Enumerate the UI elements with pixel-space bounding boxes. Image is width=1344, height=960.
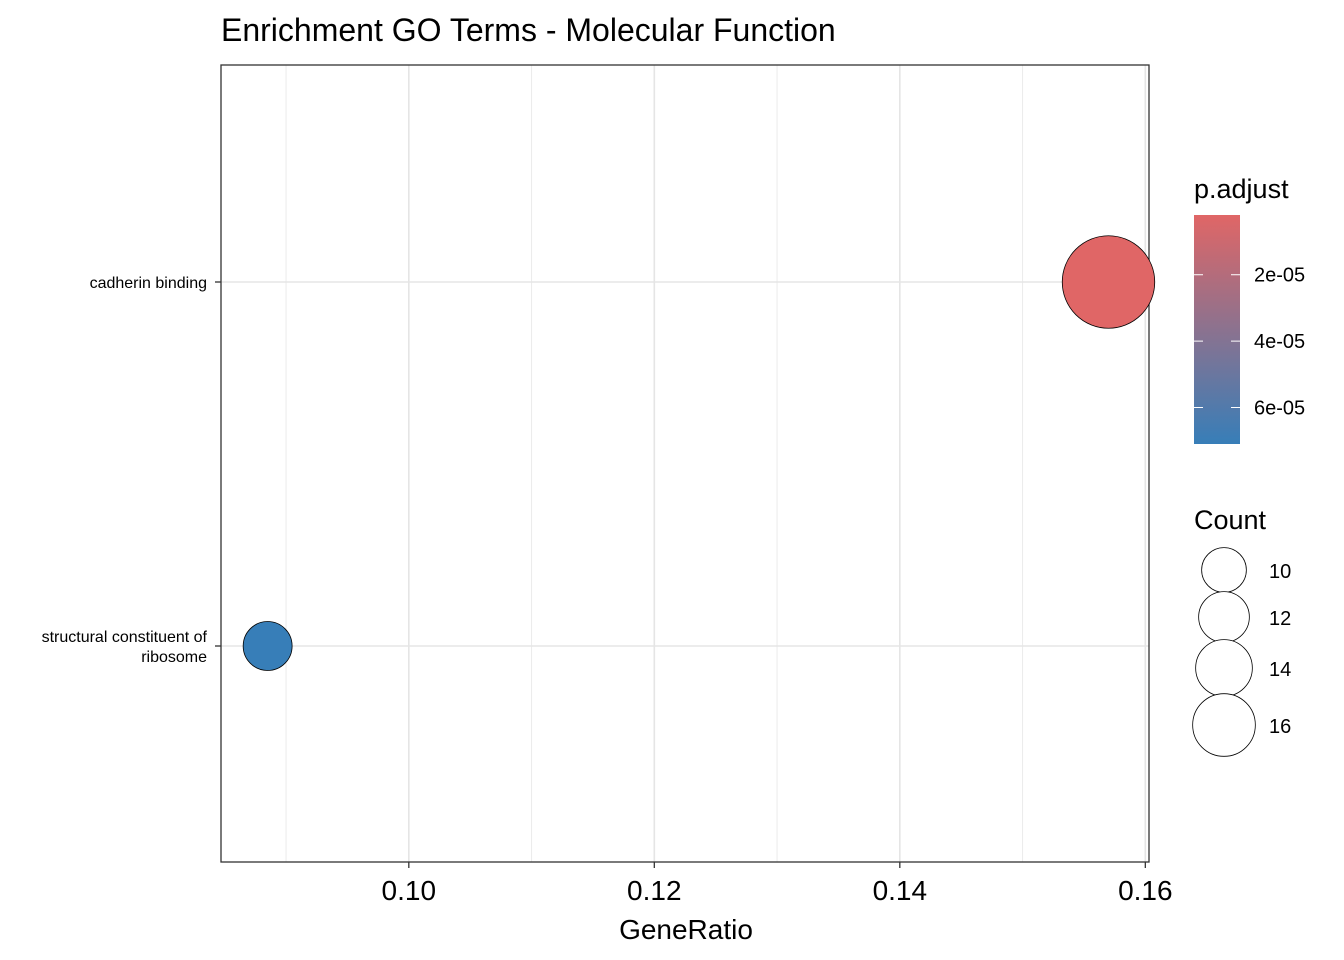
y-axis-tick-label: structural constituent of ribosome — [42, 629, 208, 666]
data-point — [242, 621, 293, 671]
data-points — [242, 235, 1156, 671]
x-axis-tick-label: 0.12 — [627, 875, 682, 906]
data-point — [1061, 235, 1156, 329]
color-legend-tick-label: 4e-05 — [1254, 331, 1305, 353]
plot-panel-border — [220, 64, 1150, 863]
color-legend-tick-label: 2e-05 — [1254, 265, 1305, 287]
size-legend-key — [1192, 693, 1256, 757]
y-axis-tick-label: cadherin binding — [90, 275, 207, 292]
x-axis-ticks: 0.10 0.12 0.14 0.16 — [382, 862, 1173, 906]
size-legend-key — [1195, 639, 1253, 697]
color-legend-ticks: 2e-05 4e-05 6e-05 — [1194, 265, 1305, 419]
x-axis-tick-label: 0.10 — [382, 875, 437, 906]
size-legend-keys: 10 12 14 16 — [1192, 547, 1291, 757]
y-axis-tick-label-line: ribosome — [141, 649, 207, 666]
color-legend-title: p.adjust — [1194, 174, 1289, 204]
size-legend-label: 16 — [1269, 716, 1291, 738]
y-axis-labels: cadherin binding structural constituent o… — [42, 275, 221, 666]
color-legend-tick-label: 6e-05 — [1254, 397, 1305, 419]
size-legend-key — [1198, 591, 1250, 643]
y-axis-tick-label-line: structural constituent of — [42, 629, 208, 646]
size-legend-key — [1201, 547, 1247, 593]
size-legend-label: 14 — [1269, 659, 1291, 681]
x-axis-tick-label: 0.14 — [873, 875, 928, 906]
chart-title: Enrichment GO Terms - Molecular Function — [221, 12, 836, 48]
size-legend-label: 12 — [1269, 608, 1291, 630]
x-axis-title: GeneRatio — [619, 914, 753, 945]
color-legend: p.adjust 2e-05 4e-05 6e-05 — [1194, 174, 1305, 444]
grid-lines — [221, 65, 1149, 862]
x-axis-tick-label: 0.16 — [1118, 875, 1173, 906]
size-legend-title: Count — [1194, 505, 1267, 535]
y-axis-tick-label-line: cadherin binding — [90, 275, 207, 292]
color-legend-bar — [1194, 215, 1240, 444]
size-legend-label: 10 — [1269, 561, 1291, 583]
size-legend: Count 10 12 14 16 — [1192, 505, 1291, 757]
